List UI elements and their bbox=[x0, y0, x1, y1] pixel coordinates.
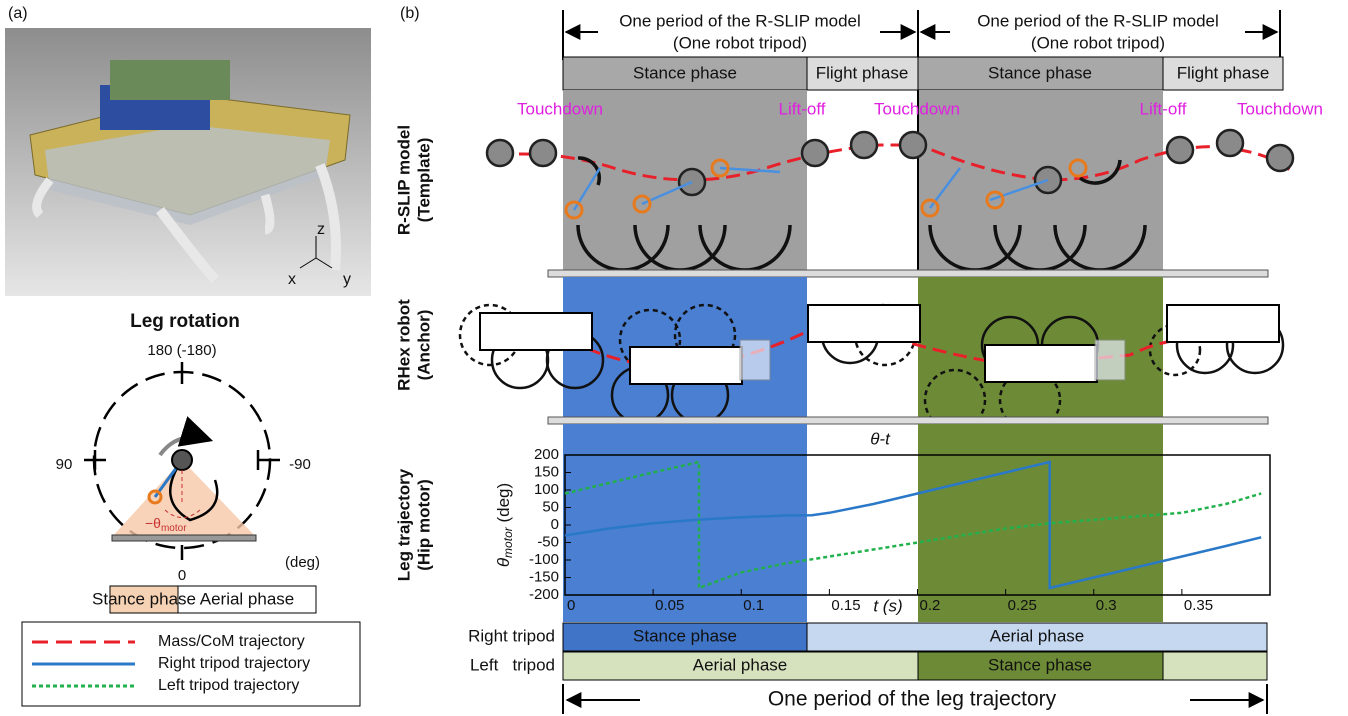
phase-label: Flight phase bbox=[816, 63, 909, 82]
phase-label: Flight phase bbox=[1177, 63, 1270, 82]
event-label: Touchdown bbox=[517, 99, 603, 118]
dial-label: 180 (-180) bbox=[147, 342, 216, 359]
robot-photo bbox=[5, 28, 371, 296]
axis-label: y bbox=[343, 271, 351, 288]
tripod-label: Right tripod bbox=[468, 626, 555, 645]
phase-box bbox=[1163, 652, 1267, 680]
phase-label: Stance phase bbox=[633, 63, 737, 82]
event-label: Lift-off bbox=[1140, 99, 1187, 118]
y-tick-label: -150 bbox=[529, 568, 559, 585]
x-tick-label: 0.35 bbox=[1184, 597, 1213, 614]
y-tick-label: 100 bbox=[534, 481, 559, 498]
separator bbox=[548, 270, 1268, 277]
phase-label: Stance phase bbox=[988, 655, 1092, 674]
x-tick-label: 0.25 bbox=[1008, 597, 1037, 614]
y-axis-label-part: (deg) bbox=[494, 483, 513, 527]
y-axis-label-part: motor bbox=[501, 526, 515, 558]
x-tick-label: 0.1 bbox=[743, 597, 764, 614]
y-tick-label: 200 bbox=[534, 446, 559, 463]
row-label: (Hip motor) bbox=[414, 479, 433, 571]
theta-symbol: −θ bbox=[145, 515, 161, 531]
stance-background bbox=[918, 424, 1163, 622]
phase-label: Aerial phase bbox=[990, 626, 1085, 645]
y-tick-label: -50 bbox=[537, 533, 559, 550]
axis-label: z bbox=[317, 221, 325, 238]
separator bbox=[548, 417, 1268, 424]
event-label: Touchdown bbox=[874, 99, 960, 118]
row-label: (Template) bbox=[414, 138, 433, 223]
leg-period-label: One period of the leg trajectory bbox=[768, 688, 1057, 711]
x-tick-label: 0.05 bbox=[655, 597, 684, 614]
dial-unit: (deg) bbox=[285, 554, 320, 571]
tripod-label: Left tripod bbox=[470, 655, 555, 674]
y-tick-label: -200 bbox=[529, 586, 559, 603]
y-tick-label: -100 bbox=[529, 551, 559, 568]
row-label: RHex robot bbox=[394, 299, 413, 391]
theta-subscript: motor bbox=[161, 523, 187, 534]
panel-label: (b) bbox=[400, 5, 420, 22]
period-sublabel: (One robot tripod) bbox=[1031, 33, 1165, 52]
row-label: (Anchor) bbox=[414, 310, 433, 381]
phase-label: Stance phase bbox=[988, 63, 1092, 82]
y-tick-label: 0 bbox=[551, 516, 559, 533]
legend-label: Right tripod trajectory bbox=[158, 655, 310, 672]
dial-label: 90 bbox=[56, 456, 73, 473]
legend-label: Left tripod trajectory bbox=[158, 677, 299, 694]
event-label: Touchdown bbox=[1237, 99, 1323, 118]
legend-label: Mass/CoM trajectory bbox=[158, 633, 305, 650]
x-tick-label: 0 bbox=[567, 597, 575, 614]
period-label: One period of the R-SLIP model bbox=[619, 11, 861, 30]
leg-rotation-title: Leg rotation bbox=[130, 311, 240, 332]
y-tick-label: 150 bbox=[534, 463, 559, 480]
y-tick-label: 50 bbox=[542, 498, 559, 515]
x-tick-label: 0.2 bbox=[920, 597, 941, 614]
row-label: R-SLIP model bbox=[394, 125, 413, 235]
x-tick-label: 0.3 bbox=[1096, 597, 1117, 614]
event-label: Lift-off bbox=[779, 99, 826, 118]
dial-label: -90 bbox=[289, 456, 311, 473]
period-label: One period of the R-SLIP model bbox=[977, 11, 1219, 30]
x-tick-label: 0.15 bbox=[831, 597, 860, 614]
figure: (a) z x y Leg rotation 180 (-180) 90 -90… bbox=[0, 0, 1348, 716]
axis-label: x bbox=[288, 271, 296, 288]
period-sublabel: (One robot tripod) bbox=[673, 33, 807, 52]
row-label: Leg trajectory bbox=[394, 468, 413, 581]
dial-label: 0 bbox=[178, 567, 186, 584]
phase-label: Stance phase bbox=[92, 589, 196, 608]
phase-label: Aerial phase bbox=[200, 589, 295, 608]
chart-title: θ-t bbox=[870, 429, 891, 448]
phase-label: Aerial phase bbox=[693, 655, 788, 674]
x-axis-label: t (s) bbox=[873, 596, 902, 615]
stance-background bbox=[563, 424, 807, 622]
panel-label: (a) bbox=[8, 5, 28, 22]
phase-label: Stance phase bbox=[633, 626, 737, 645]
y-axis-label: θmotor (deg) bbox=[494, 483, 515, 567]
